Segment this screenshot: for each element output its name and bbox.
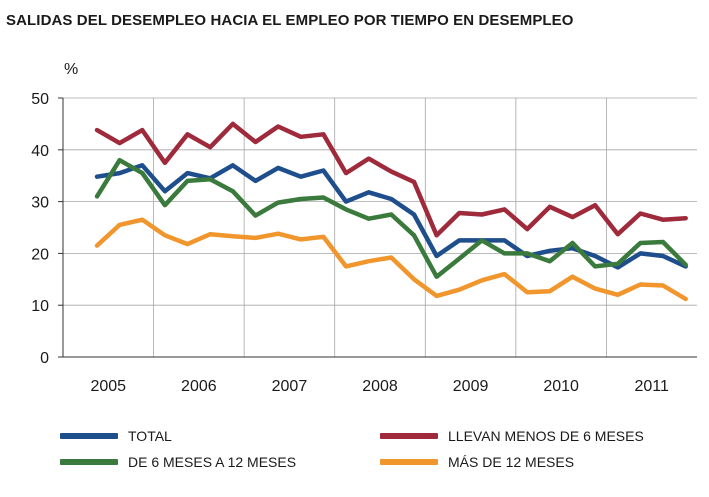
x-tick-label-2008: 2008 [362,378,398,395]
y-tick-label-20: 20 [31,246,49,263]
legend-label-menos-6-meses: LLEVAN MENOS DE 6 MESES [448,428,644,444]
chart-title: SALIDAS DEL DESEMPLEO HACIA EL EMPLEO PO… [6,12,574,29]
y-tick-label-50: 50 [31,91,49,108]
y-tick-label-40: 40 [31,143,49,160]
series-lines [94,121,688,302]
x-tick-label-2009: 2009 [453,378,489,395]
series-line-2 [94,157,688,279]
x-tick-label-2010: 2010 [543,378,579,395]
legend-swatch-total [60,433,118,439]
legend-swatch-mas-12-meses [380,459,438,465]
legend-item-total: TOTAL [60,428,172,444]
y-tick-label-10: 10 [31,298,49,315]
y-tick-label-30: 30 [31,195,49,212]
y-tick-label-0: 0 [40,350,49,367]
x-tick-label-2011: 2011 [635,378,670,395]
series-line-0 [94,163,688,270]
x-tick-label-2007: 2007 [272,378,308,395]
legend-label-6-a-12-meses: DE 6 MESES A 12 MESES [128,454,297,470]
x-tick-label-2006: 2006 [181,378,217,395]
y-unit-label: % [64,61,78,78]
legend-label-total: TOTAL [128,428,172,444]
legend-item-menos-6-meses: LLEVAN MENOS DE 6 MESES [380,428,644,444]
x-tick-labels: 2005 2006 2007 2008 2009 2010 2011 [90,378,669,395]
legend-swatch-6-a-12-meses [60,459,118,465]
y-tick-labels: 0 10 20 30 40 50 [31,91,49,367]
legend-item-6-a-12-meses: DE 6 MESES A 12 MESES [60,454,296,470]
legend-swatch-menos-6-meses [380,433,438,439]
series-line-3 [94,217,688,302]
series-line-1 [94,121,688,238]
grid-lines [63,97,697,357]
legend-label-mas-12-meses: MÁS DE 12 MESES [448,454,575,470]
x-tick-label-2005: 2005 [90,378,126,395]
legend-item-mas-12-meses: MÁS DE 12 MESES [380,454,574,470]
axes [58,97,697,358]
